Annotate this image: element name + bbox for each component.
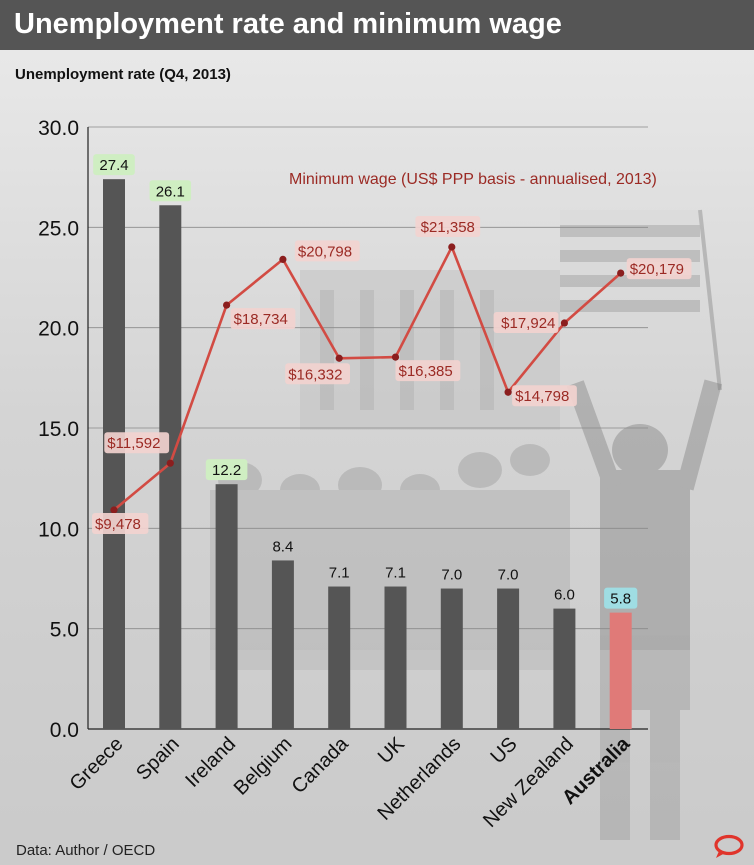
min-wage-point (448, 243, 456, 251)
min-wage-label-badge (104, 432, 170, 454)
min-wage-value-label: $18,734 (234, 311, 288, 328)
bar (440, 588, 463, 729)
x-category-label: Spain (132, 733, 184, 785)
min-wage-label-badge (92, 513, 149, 534)
bar (103, 179, 125, 729)
bars (103, 179, 632, 729)
bar-value-label: 8.4 (272, 538, 293, 555)
bar-value-label: 7.0 (498, 567, 519, 584)
min-wage-point (166, 459, 174, 467)
min-wage-value-label: $20,798 (298, 243, 352, 260)
bar (159, 205, 182, 729)
line-series-title: Minimum wage (US$ PPP basis - annualised… (289, 171, 657, 188)
min-wage-point (110, 506, 118, 514)
bar-value-badge (149, 180, 192, 202)
y-axis: 0.0 5.0 10.0 15.0 20.0 25.0 30.0 (38, 117, 89, 742)
min-wage-line (113, 245, 622, 511)
min-wage-value-label: $11,592 (107, 435, 160, 452)
bar-value-label: 7.0 (441, 567, 462, 584)
min-wage-point (560, 319, 569, 327)
bar-value-label: 26.1 (156, 183, 185, 200)
min-wage-label-badge (395, 360, 461, 382)
y-tick-label: 15.0 (38, 418, 79, 441)
chart-title: Unemployment rate and minimum wage (14, 8, 562, 40)
bar (384, 586, 407, 729)
min-wage-value-label: $21,358 (421, 219, 475, 236)
min-wage-value-label: $14,798 (515, 388, 569, 405)
min-wage-point (504, 388, 512, 396)
min-wage-value-label: $16,332 (288, 366, 342, 383)
min-wage-point (279, 255, 287, 263)
bar (328, 586, 351, 729)
y-tick-label: 30.0 (38, 117, 79, 140)
y-tick-label: 5.0 (50, 619, 79, 642)
min-wage-label-badge (493, 312, 559, 334)
min-wage-label-badge (626, 258, 692, 280)
the-conversation-logo-icon (714, 834, 744, 858)
title-bar: Unemployment rate and minimum wage (0, 0, 754, 50)
min-wage-value-label: $17,924 (501, 315, 555, 332)
min-wage-value-label: $16,385 (399, 363, 453, 380)
bar (271, 560, 294, 729)
bar-value-badge (205, 459, 248, 481)
bar (497, 588, 520, 729)
source-note: Data: Author / OECD (16, 842, 156, 859)
bar-value-labels: 27.4 26.1 12.2 8.4 7.1 7.1 7.0 7.0 6.0 5.8 (93, 154, 638, 609)
min-wage-label-badge (294, 240, 360, 262)
x-category-label: Canada (288, 732, 354, 798)
bar-value-label: 7.1 (329, 565, 350, 582)
min-wage-label-badge (230, 308, 296, 330)
bar-value-badge (604, 587, 638, 609)
bar-value-label: 7.1 (385, 565, 406, 582)
bar-value-label: 6.0 (554, 587, 575, 604)
min-wage-line-series: $9,478 $11,592 $18,734 $20,798 $16,332 $16,38… (92, 216, 692, 534)
x-category-label: Belgium (230, 733, 297, 800)
chart-subtitle: Unemployment rate (Q4, 2013) (15, 66, 231, 83)
bar-value-label: 12.2 (212, 462, 241, 479)
x-category-label: UK (374, 733, 410, 769)
min-wage-point (391, 353, 400, 361)
y-tick-label: 10.0 (38, 518, 79, 541)
y-tick-label: 0.0 (50, 719, 79, 742)
y-tick-label: 20.0 (38, 318, 79, 341)
min-wage-point (617, 269, 625, 277)
bar (609, 612, 632, 729)
min-wage-label-badge (415, 216, 481, 237)
y-tick-label: 25.0 (38, 217, 79, 240)
min-wage-point (223, 301, 231, 309)
min-wage-point (335, 354, 343, 362)
x-category-label: Greece (66, 733, 128, 795)
bar (215, 484, 238, 729)
bar-value-label: 27.4 (99, 157, 128, 174)
bar-value-badge (93, 154, 135, 176)
min-wage-label-badge (285, 363, 350, 385)
bar-value-label: 5.8 (610, 591, 631, 608)
x-category-label: US (486, 733, 521, 768)
min-wage-value-label: $9,478 (95, 516, 141, 533)
bar (553, 608, 576, 729)
min-wage-value-label: $20,179 (630, 261, 684, 278)
min-wage-label-badge (512, 385, 577, 407)
